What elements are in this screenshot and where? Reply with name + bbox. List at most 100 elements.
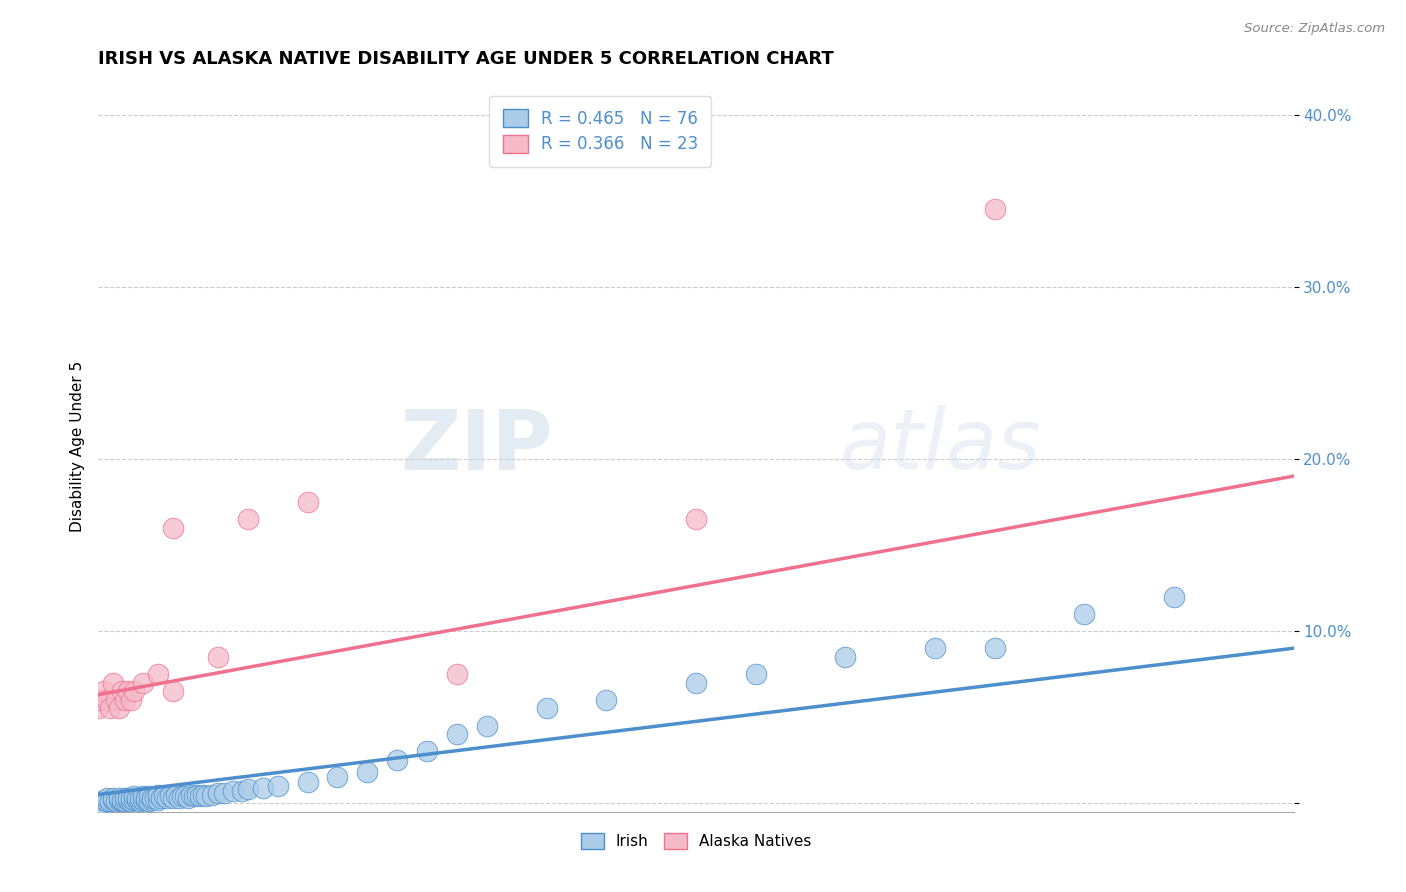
Point [120,693,142,707]
Point [536,701,558,715]
Point [138,794,160,808]
Point [984,641,1007,656]
Point [117,684,139,698]
Point [475,719,498,733]
Point [326,770,349,784]
Text: IRISH VS ALASKA NATIVE DISABILITY AGE UNDER 5 CORRELATION CHART: IRISH VS ALASKA NATIVE DISABILITY AGE UN… [98,50,834,68]
Point [108,701,131,715]
Point [297,495,319,509]
Point [143,791,166,805]
Point [111,794,134,808]
Point [267,779,290,793]
Point [120,791,142,805]
Point [1163,590,1185,604]
Point [183,789,205,804]
Point [98,794,122,808]
Point [595,693,617,707]
Point [1073,607,1095,621]
Point [103,791,125,805]
Point [120,794,142,808]
Point [129,794,152,808]
Point [685,675,707,690]
Point [834,649,856,664]
Point [174,789,197,804]
Point [924,641,946,656]
Point [132,675,155,690]
Point [188,789,211,804]
Point [141,792,163,806]
Point [186,788,208,802]
Point [685,512,707,526]
Point [356,765,378,780]
Point [127,792,149,806]
Point [87,701,110,715]
Point [156,791,179,805]
Point [177,791,200,805]
Point [236,512,259,526]
Point [117,792,139,806]
Point [132,792,155,806]
Point [103,792,125,806]
Point [162,791,184,805]
Point [105,794,128,808]
Point [984,202,1007,217]
Point [148,792,170,806]
Point [252,780,274,795]
Point [96,791,118,805]
Point [108,791,131,805]
Point [90,693,112,707]
Text: ZIP: ZIP [401,406,553,486]
Point [162,684,184,698]
Point [135,792,157,806]
Point [416,744,439,758]
Point [207,786,229,800]
Point [138,789,160,804]
Point [222,784,245,798]
Point [162,521,184,535]
Point [201,788,224,802]
Point [165,788,187,802]
Point [114,693,136,707]
Point [117,791,139,805]
Point [90,796,112,810]
Point [124,789,146,804]
Point [124,684,146,698]
Point [96,794,118,808]
Point [87,796,110,810]
Point [385,753,409,767]
Point [114,791,136,805]
Text: Source: ZipAtlas.com: Source: ZipAtlas.com [1244,22,1385,36]
Point [132,789,155,804]
Point [745,667,768,681]
Point [111,684,134,698]
Point [114,794,136,808]
Point [153,789,176,804]
Point [191,788,214,802]
Point [129,791,152,805]
Legend: Irish, Alaska Natives: Irish, Alaska Natives [575,826,817,855]
Point [180,788,202,802]
Point [231,784,253,798]
Point [446,727,468,741]
Point [207,649,229,664]
Point [108,792,131,806]
Point [93,792,115,806]
Point [236,782,259,797]
Point [98,701,122,715]
Point [127,791,149,805]
Text: atlas: atlas [839,406,1040,486]
Point [135,791,157,805]
Point [148,667,170,681]
Point [159,789,181,804]
Point [212,786,235,800]
Point [141,791,163,805]
Point [297,775,319,789]
Y-axis label: Disability Age Under 5: Disability Age Under 5 [69,360,84,532]
Point [195,789,218,804]
Point [124,792,146,806]
Point [167,791,190,805]
Point [148,788,170,802]
Point [111,792,134,806]
Point [150,791,173,805]
Point [105,693,128,707]
